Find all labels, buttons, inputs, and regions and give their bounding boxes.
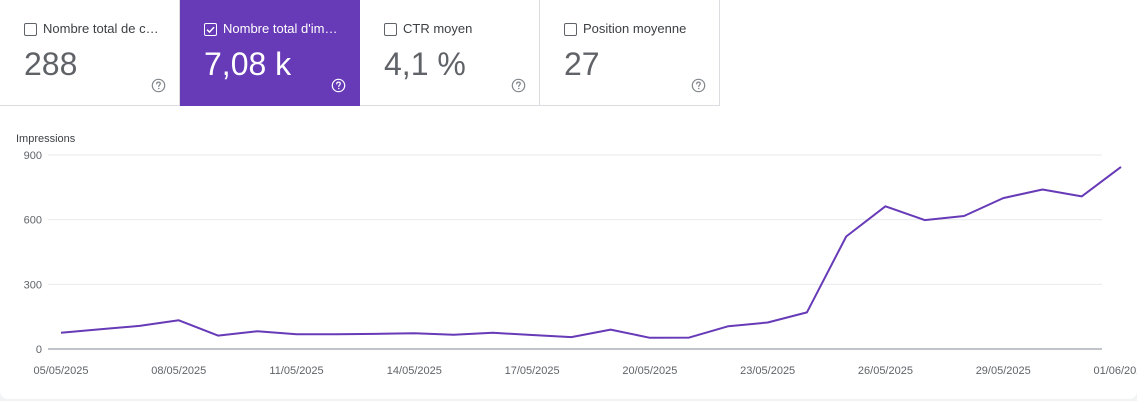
x-tick-label: 23/05/2025 bbox=[740, 365, 795, 377]
impressions-chart: 0 300 600 900 05/05/2025 08/05/2025 11/05/202… bbox=[0, 107, 1137, 399]
data-point[interactable] bbox=[173, 314, 185, 326]
check-mark-icon bbox=[206, 26, 215, 34]
data-point[interactable] bbox=[408, 327, 420, 339]
metric-value: 4,1 % bbox=[384, 46, 466, 82]
data-point[interactable] bbox=[94, 323, 106, 335]
data-point[interactable] bbox=[369, 328, 381, 340]
x-tick-label: 05/05/2025 bbox=[33, 365, 88, 377]
metric-clicks[interactable]: Nombre total de c… 288 bbox=[0, 0, 180, 106]
x-tick-label: 11/05/2025 bbox=[269, 365, 323, 377]
y-axis-ticks: 0 300 600 900 bbox=[24, 150, 42, 356]
metric-tabs: Nombre total de c… 288 Nombre total d'im… bbox=[0, 0, 720, 107]
data-point[interactable] bbox=[958, 210, 970, 222]
x-tick-label: 01/06/2025 bbox=[1093, 365, 1137, 377]
checkbox-icon[interactable] bbox=[24, 23, 37, 36]
metric-label: Nombre total d'im… bbox=[223, 21, 338, 36]
metric-label: Nombre total de c… bbox=[43, 21, 159, 36]
data-point[interactable] bbox=[1076, 190, 1088, 202]
data-point[interactable] bbox=[997, 192, 1009, 204]
series-points bbox=[55, 161, 1127, 344]
metric-value: 27 bbox=[564, 46, 600, 82]
y-tick-label: 300 bbox=[24, 279, 42, 291]
chart-grid bbox=[48, 154, 1102, 350]
x-tick-label: 26/05/2025 bbox=[858, 365, 913, 377]
metric-value: 288 bbox=[24, 46, 78, 82]
data-point[interactable] bbox=[251, 325, 263, 337]
metric-label: Position moyenne bbox=[583, 21, 687, 36]
y-tick-label: 900 bbox=[24, 150, 42, 162]
data-point[interactable] bbox=[291, 328, 303, 340]
metric-value: 7,08 k bbox=[204, 46, 292, 82]
data-point[interactable] bbox=[762, 316, 774, 328]
series-line[interactable] bbox=[60, 166, 1122, 339]
y-axis-label: Impressions bbox=[16, 133, 76, 145]
data-point[interactable] bbox=[605, 324, 617, 336]
data-point[interactable] bbox=[1115, 161, 1127, 173]
data-point[interactable] bbox=[644, 332, 656, 344]
x-tick-label: 08/05/2025 bbox=[151, 365, 206, 377]
help-circle-icon[interactable] bbox=[151, 78, 166, 93]
chart-svg: 0 300 600 900 05/05/2025 08/05/2025 11/05/202… bbox=[16, 133, 1137, 377]
y-tick-label: 0 bbox=[36, 344, 42, 356]
x-tick-label: 20/05/2025 bbox=[622, 365, 677, 377]
data-point[interactable] bbox=[526, 329, 538, 341]
checkbox-icon[interactable] bbox=[384, 23, 397, 36]
data-point[interactable] bbox=[919, 214, 931, 226]
data-point[interactable] bbox=[134, 320, 146, 332]
metric-ctr[interactable]: CTR moyen 4,1 % bbox=[360, 0, 540, 106]
data-point[interactable] bbox=[879, 200, 891, 212]
x-tick-label: 29/05/2025 bbox=[976, 365, 1031, 377]
x-tick-label: 14/05/2025 bbox=[387, 365, 442, 377]
data-point[interactable] bbox=[840, 230, 852, 242]
help-circle-icon[interactable] bbox=[691, 78, 706, 93]
x-axis-ticks: 05/05/2025 08/05/2025 11/05/2025 14/05/2025… bbox=[33, 365, 1137, 377]
y-tick-label: 600 bbox=[24, 215, 42, 227]
data-point[interactable] bbox=[1036, 183, 1048, 195]
metric-position[interactable]: Position moyenne 27 bbox=[540, 0, 720, 106]
checkbox-icon[interactable] bbox=[204, 23, 217, 36]
metric-impressions[interactable]: Nombre total d'im… 7,08 k bbox=[180, 0, 360, 106]
data-point[interactable] bbox=[212, 330, 224, 342]
data-point[interactable] bbox=[565, 331, 577, 343]
data-point[interactable] bbox=[448, 329, 460, 341]
checkbox-icon[interactable] bbox=[564, 23, 577, 36]
metric-label: CTR moyen bbox=[403, 21, 473, 36]
data-point[interactable] bbox=[487, 327, 499, 339]
data-point[interactable] bbox=[330, 328, 342, 340]
help-circle-icon[interactable] bbox=[331, 78, 346, 93]
data-point[interactable] bbox=[722, 320, 734, 332]
help-circle-icon[interactable] bbox=[511, 78, 526, 93]
data-point[interactable] bbox=[683, 332, 695, 344]
data-point[interactable] bbox=[801, 306, 813, 318]
x-tick-label: 17/05/2025 bbox=[505, 365, 560, 377]
data-point[interactable] bbox=[55, 327, 67, 339]
